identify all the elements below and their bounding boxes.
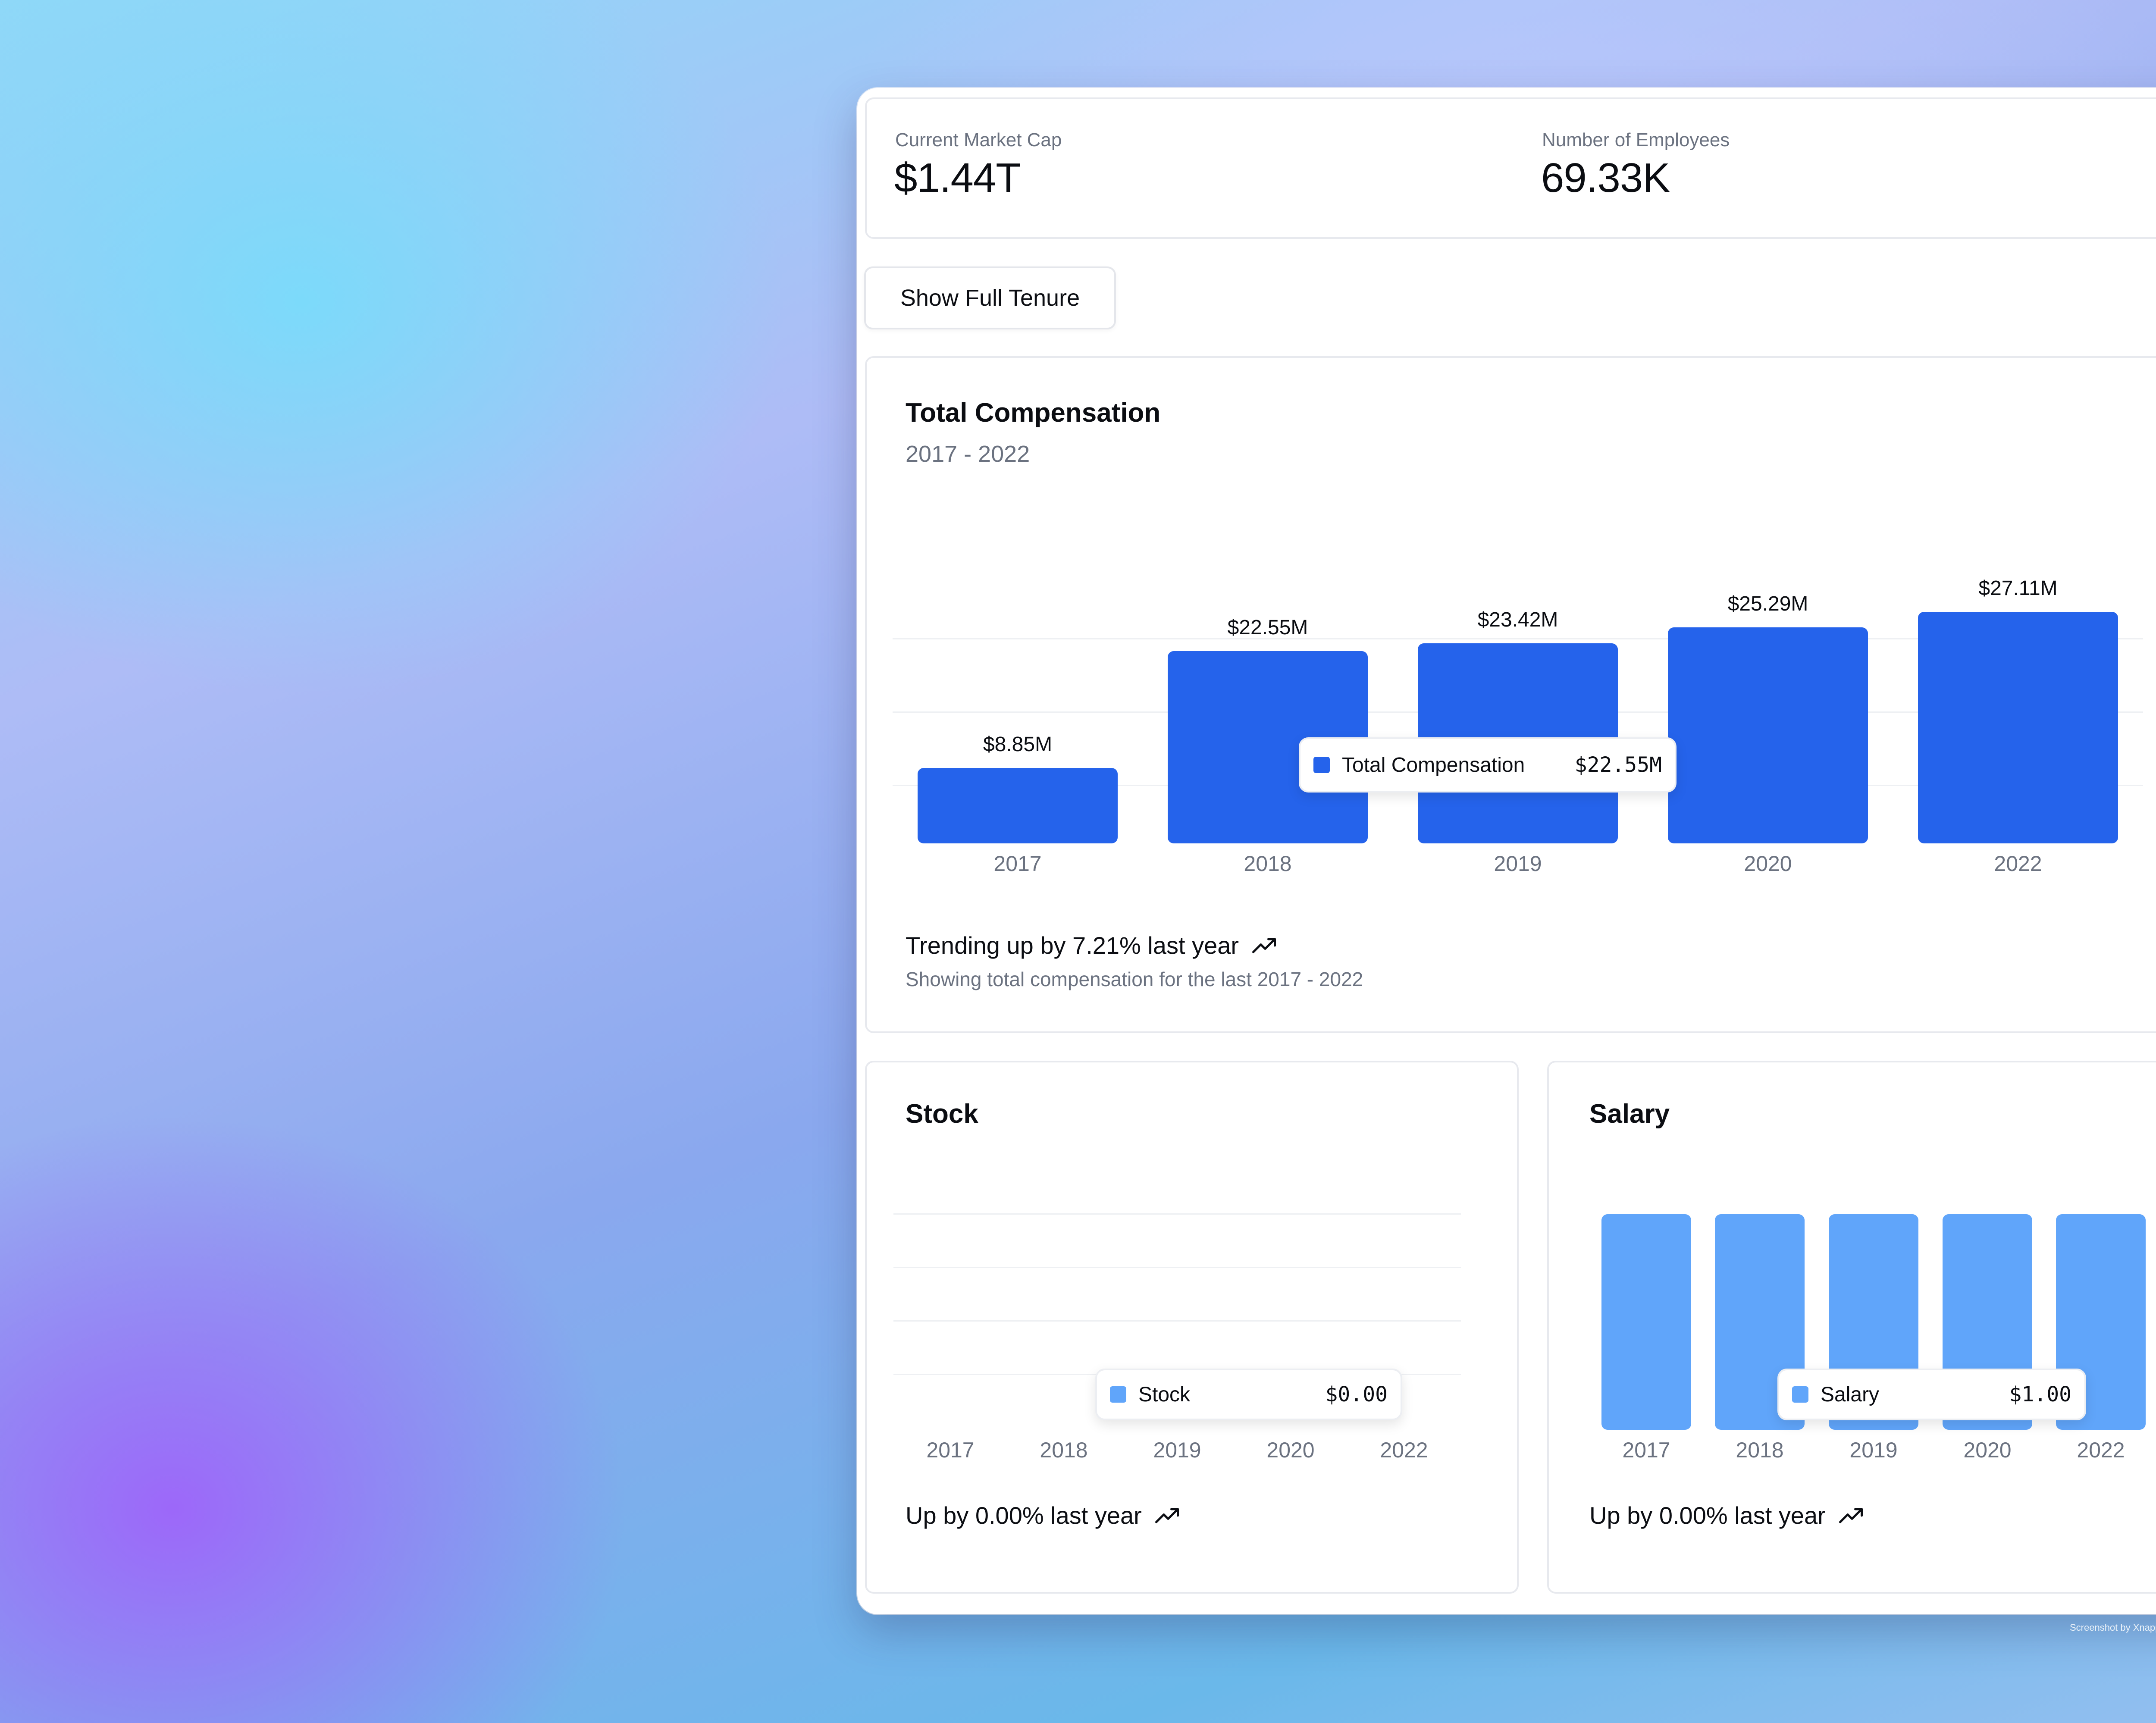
x-tick-label: 2019 bbox=[1849, 1438, 1898, 1462]
stock-card: Stock 2017 2018 2019 2020 2022 Stock $0.00 U… bbox=[865, 1061, 1519, 1594]
total-compensation-card: Total Compensation 2017 - 2022 $8.85M 201… bbox=[865, 356, 2156, 1033]
x-tick-label: 2020 bbox=[1963, 1438, 2012, 1462]
x-tick-label: 2018 bbox=[1736, 1438, 1784, 1462]
salary-card: Salary 2017 2018 2019 2020 2022 Salary $1.00… bbox=[1547, 1061, 2156, 1594]
x-tick-label: 2022 bbox=[1994, 852, 2042, 876]
x-tick-label: 2017 bbox=[1622, 1438, 1670, 1462]
bar-value-label: $27.11M bbox=[1978, 577, 2058, 600]
bar-2017 bbox=[1601, 1214, 1691, 1430]
tooltip-value: $1.00 bbox=[2009, 1382, 2072, 1407]
trending-up-icon bbox=[1252, 938, 1276, 953]
stock-trend: Up by 0.00% last year bbox=[906, 1501, 1181, 1529]
salary-title: Salary bbox=[1589, 1099, 1670, 1129]
tooltip-value: $22.55M bbox=[1574, 753, 1662, 777]
grid-line bbox=[893, 638, 2143, 639]
tooltip-label: Total Compensation bbox=[1342, 753, 1525, 777]
salary-trend: Up by 0.00% last year bbox=[1589, 1501, 1865, 1529]
x-tick-label: 2020 bbox=[1744, 852, 1792, 876]
show-full-tenure-button[interactable]: Show Full Tenure bbox=[864, 266, 1116, 329]
total-compensation-tooltip: Total Compensation $22.55M bbox=[1299, 737, 1677, 793]
trend-text: Trending up by 7.21% last year bbox=[906, 932, 1239, 959]
bar-2020 bbox=[1668, 627, 1868, 843]
bar-2022 bbox=[1918, 612, 2118, 843]
legend-swatch bbox=[1792, 1386, 1808, 1403]
company-stats-card: Current Market Cap $1.44T Number of Empl… bbox=[865, 97, 2156, 239]
x-tick-label: 2020 bbox=[1266, 1438, 1315, 1462]
total-compensation-chart: $8.85M 2017 $22.55M 2018 $23.42M 2019 $25.29M 2… bbox=[867, 358, 2156, 876]
total-compensation-trend: Trending up by 7.21% last year bbox=[906, 931, 1279, 959]
tooltip-label: Stock bbox=[1138, 1383, 1191, 1406]
total-compensation-note: Showing total compensation for the last … bbox=[906, 968, 1363, 990]
stock-chart: 2017 2018 2019 2020 2022 bbox=[867, 1062, 1520, 1476]
total-compensation-title: Total Compensation bbox=[906, 398, 1161, 428]
legend-swatch bbox=[1313, 757, 1330, 773]
total-compensation-subtitle: 2017 - 2022 bbox=[906, 441, 1030, 467]
grid-line bbox=[893, 1267, 1461, 1268]
app-window: Current Market Cap $1.44T Number of Empl… bbox=[857, 88, 2156, 1614]
employees-value: 69.33K bbox=[1541, 155, 1670, 201]
x-tick-label: 2019 bbox=[1494, 852, 1542, 876]
stock-tooltip: Stock $0.00 bbox=[1095, 1369, 1402, 1420]
x-tick-label: 2019 bbox=[1153, 1438, 1201, 1462]
x-tick-label: 2017 bbox=[993, 852, 1042, 876]
employees-label: Number of Employees bbox=[1542, 129, 1730, 150]
bar-value-label: $22.55M bbox=[1227, 616, 1308, 639]
x-tick-label: 2017 bbox=[926, 1438, 975, 1462]
trend-text: Up by 0.00% last year bbox=[1589, 1502, 1826, 1529]
bar-2017 bbox=[918, 768, 1118, 843]
bar-value-label: $23.42M bbox=[1477, 608, 1558, 631]
watermark: Screenshot by Xnapper.com bbox=[2070, 1622, 2156, 1633]
trending-up-icon bbox=[1839, 1508, 1863, 1523]
market-cap-value: $1.44T bbox=[894, 155, 1021, 201]
grid-line bbox=[893, 1213, 1461, 1215]
trend-text: Up by 0.00% last year bbox=[906, 1502, 1142, 1529]
tooltip-value: $0.00 bbox=[1325, 1382, 1388, 1407]
legend-swatch bbox=[1110, 1386, 1126, 1403]
grid-line bbox=[893, 1320, 1461, 1322]
tooltip-label: Salary bbox=[1821, 1383, 1880, 1406]
x-tick-label: 2022 bbox=[2077, 1438, 2125, 1462]
bar-value-label: $25.29M bbox=[1727, 592, 1808, 615]
market-cap-label: Current Market Cap bbox=[895, 129, 1062, 150]
stock-title: Stock bbox=[906, 1099, 978, 1129]
x-tick-label: 2022 bbox=[1380, 1438, 1428, 1462]
salary-tooltip: Salary $1.00 bbox=[1777, 1369, 2086, 1420]
x-tick-label: 2018 bbox=[1040, 1438, 1088, 1462]
trending-up-icon bbox=[1155, 1508, 1179, 1523]
x-tick-label: 2018 bbox=[1244, 852, 1292, 876]
bar-value-label: $8.85M bbox=[983, 733, 1053, 756]
